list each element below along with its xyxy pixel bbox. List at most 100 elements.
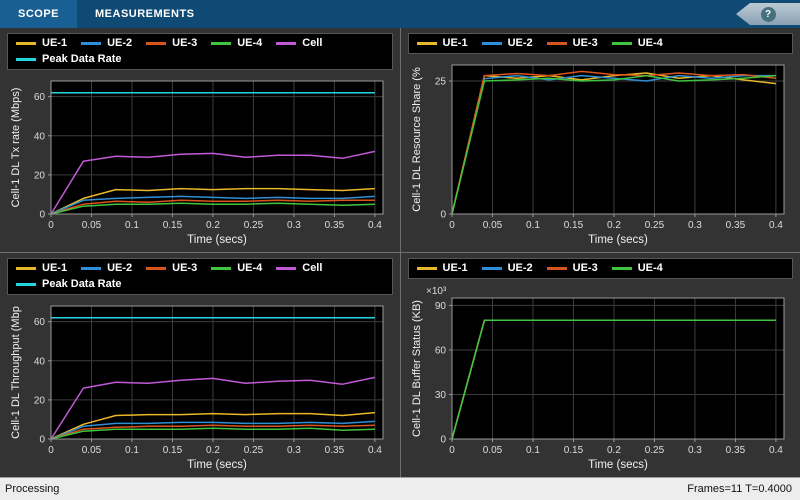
svg-text:25: 25 [434,76,446,87]
svg-text:0: 0 [449,220,455,231]
legend-item-ue-2[interactable]: UE-2 [81,261,132,276]
legend-item-cell[interactable]: Cell [276,261,322,276]
svg-text:0: 0 [440,435,446,446]
svg-text:0.25: 0.25 [644,445,664,456]
legend-swatch-ue-4 [211,267,232,270]
help-button[interactable]: ? [736,3,800,25]
svg-text:×10³: ×10³ [426,286,447,297]
panel-dl-resource-share: UE-1 UE-2 UE-3 UE-4 0 0.05 0.1 0.15 0.2 0.25 0.3 0… [400,28,800,252]
svg-text:0.3: 0.3 [687,220,701,231]
svg-text:Time (secs): Time (secs) [187,234,247,246]
legend-item-ue-1[interactable]: UE-1 [16,36,67,51]
svg-text:0.4: 0.4 [368,220,382,231]
legend-label-ue-3: UE-3 [172,262,198,274]
tab-scope[interactable]: SCOPE [0,0,78,28]
svg-text:Cell-1 DL Throughput (Mbp: Cell-1 DL Throughput (Mbp [10,306,22,439]
chart-svg[interactable]: 0 0.05 0.1 0.15 0.2 0.25 0.3 0.35 0.4 0 25 Time (se… [408,57,794,250]
legend-item-ue-2[interactable]: UE-2 [481,36,533,51]
legend-label-cell: Cell [302,37,323,49]
legend-label-ue-2: UE-2 [107,37,133,49]
legend-swatch-peak-data-rate [16,58,36,61]
svg-text:0.4: 0.4 [368,445,382,456]
legend-dl-buffer-status: UE-1 UE-2 UE-3 UE-4 [407,258,793,279]
svg-text:0.25: 0.25 [644,220,664,231]
legend-label-peak-data-rate: Peak Data Rate [42,53,122,65]
legend-swatch-ue-4 [611,42,632,45]
tab-measurements[interactable]: MEASUREMENTS [95,8,195,20]
chart-dl-buffer-status[interactable]: 0 0.05 0.1 0.15 0.2 0.25 0.3 0.35 0.4 0 30 60 90 Time… [408,282,794,475]
chart-svg[interactable]: 0 0.05 0.1 0.15 0.2 0.25 0.3 0.35 0.4 0 20 40 60 Time… [7,73,393,250]
legend-swatch-ue-2 [481,42,502,45]
legend-item-ue-3[interactable]: UE-3 [146,261,197,276]
svg-text:Time (secs): Time (secs) [588,459,648,471]
svg-text:0.2: 0.2 [206,220,220,231]
svg-text:0.25: 0.25 [244,220,264,231]
svg-text:0.4: 0.4 [768,445,782,456]
legend-item-ue-4[interactable]: UE-4 [611,261,663,276]
svg-text:Cell-1 DL Buffer Status (KB): Cell-1 DL Buffer Status (KB) [411,300,423,437]
svg-text:Cell-1 DL Resource Share (%: Cell-1 DL Resource Share (% [411,67,423,212]
legend-item-ue-2[interactable]: UE-2 [481,261,533,276]
svg-text:0.2: 0.2 [606,445,620,456]
legend-item-ue-2[interactable]: UE-2 [81,36,132,51]
legend-item-ue-3[interactable]: UE-3 [546,36,598,51]
chart-dl-throughput[interactable]: 0 0.05 0.1 0.15 0.2 0.25 0.3 0.35 0.4 0 20 40 60 Time… [7,298,393,475]
legend-item-peak-data-rate[interactable]: Peak Data Rate [16,277,122,292]
legend-swatch-ue-4 [611,267,632,270]
svg-text:40: 40 [34,356,46,367]
svg-text:0.05: 0.05 [82,220,102,231]
legend-label-ue-4: UE-4 [637,262,663,274]
svg-text:0.15: 0.15 [563,445,583,456]
svg-text:0.05: 0.05 [82,445,102,456]
svg-text:0.35: 0.35 [325,220,345,231]
legend-swatch-ue-1 [416,42,437,45]
legend-dl-tx-rate: UE-1 UE-2 UE-3 UE-4 Cell Peak Data Rate [7,33,393,70]
svg-text:0: 0 [440,210,446,221]
legend-item-ue-3[interactable]: UE-3 [546,261,598,276]
legend-item-ue-1[interactable]: UE-1 [416,261,468,276]
legend-dl-throughput: UE-1 UE-2 UE-3 UE-4 Cell Peak Data Rate [7,258,393,295]
chart-svg[interactable]: 0 0.05 0.1 0.15 0.2 0.25 0.3 0.35 0.4 0 20 40 60 Time… [7,298,393,475]
svg-text:0: 0 [48,220,54,231]
svg-text:0.2: 0.2 [206,445,220,456]
svg-text:0.05: 0.05 [482,220,502,231]
svg-text:20: 20 [34,395,46,406]
toolstrip: SCOPE MEASUREMENTS ? [0,0,800,28]
legend-swatch-cell [276,267,297,270]
panel-dl-tx-rate: UE-1 UE-2 UE-3 UE-4 Cell Peak Data Rate 0 0.05… [0,28,400,252]
legend-label-ue-3: UE-3 [572,262,598,274]
chart-dl-resource-share[interactable]: 0 0.05 0.1 0.15 0.2 0.25 0.3 0.35 0.4 0 25 Time (se… [408,57,794,250]
legend-label-ue-1: UE-1 [442,262,468,274]
legend-item-ue-1[interactable]: UE-1 [416,36,468,51]
svg-text:40: 40 [34,131,46,142]
svg-text:60: 60 [34,317,46,328]
legend-swatch-ue-3 [546,42,567,45]
legend-swatch-ue-2 [81,267,102,270]
legend-label-ue-4: UE-4 [637,37,663,49]
legend-item-ue-1[interactable]: UE-1 [16,261,67,276]
legend-item-ue-3[interactable]: UE-3 [146,36,197,51]
legend-item-ue-4[interactable]: UE-4 [611,36,663,51]
legend-item-cell[interactable]: Cell [276,36,322,51]
legend-label-ue-2: UE-2 [107,262,133,274]
svg-text:0.15: 0.15 [163,445,183,456]
legend-item-ue-4[interactable]: UE-4 [211,261,262,276]
svg-text:0.3: 0.3 [287,445,301,456]
legend-swatch-ue-1 [16,267,36,270]
svg-text:30: 30 [434,390,446,401]
svg-text:0.3: 0.3 [287,220,301,231]
legend-label-ue-4: UE-4 [237,37,263,49]
legend-label-ue-2: UE-2 [507,37,533,49]
legend-swatch-ue-3 [146,267,167,270]
chart-svg[interactable]: 0 0.05 0.1 0.15 0.2 0.25 0.3 0.35 0.4 0 30 60 90 Time… [408,282,794,475]
svg-text:0.15: 0.15 [563,220,583,231]
legend-item-peak-data-rate[interactable]: Peak Data Rate [16,52,122,67]
chart-dl-tx-rate[interactable]: 0 0.05 0.1 0.15 0.2 0.25 0.3 0.35 0.4 0 20 40 60 Time… [7,73,393,250]
legend-label-ue-1: UE-1 [42,37,68,49]
svg-text:Time (secs): Time (secs) [588,234,648,246]
svg-text:Time (secs): Time (secs) [187,459,247,471]
legend-item-ue-4[interactable]: UE-4 [211,36,262,51]
svg-text:0.1: 0.1 [526,445,540,456]
svg-text:Cell-1 DL Tx rate (Mbps): Cell-1 DL Tx rate (Mbps) [10,88,22,208]
